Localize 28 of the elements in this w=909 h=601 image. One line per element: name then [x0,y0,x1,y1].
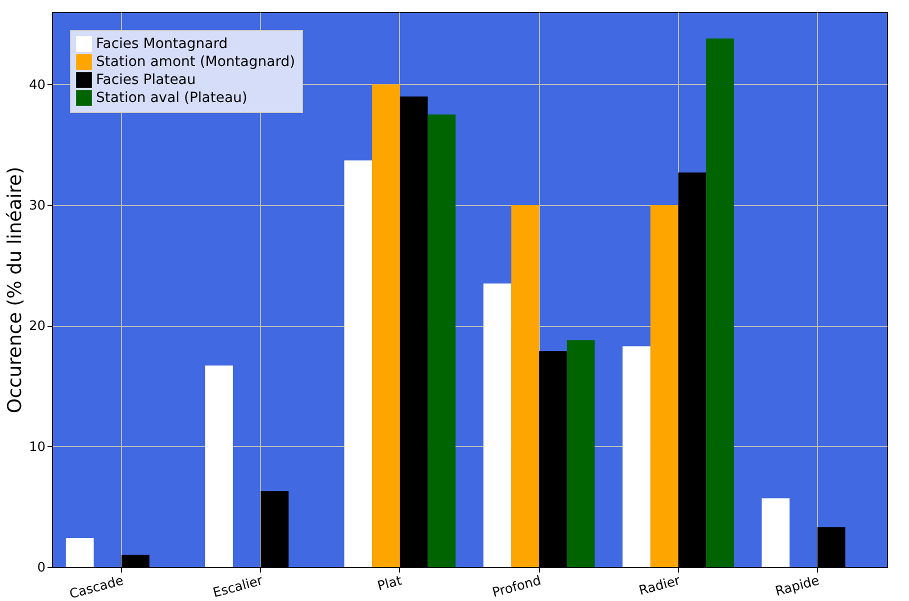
bar [762,498,790,567]
bar [566,340,595,567]
legend-label: Station amont (Montagnard) [96,54,296,70]
bar [483,283,512,567]
bar [66,538,94,567]
x-tick-label: Rapide [774,574,822,600]
legend-label: Facies Montagnard [96,36,228,52]
y-tick-label: 10 [28,440,46,455]
legend-label: Station aval (Plateau) [96,90,248,106]
bar [428,114,456,567]
y-tick-label: 20 [28,319,46,334]
y-tick-label: 0 [37,560,46,576]
y-axis-title: Occurence (% du linéaire) [4,166,26,414]
bar [622,346,650,567]
bar [372,84,400,567]
y-tick-label: 30 [28,198,46,214]
bar [344,160,372,567]
bar [706,38,734,567]
x-tick-label: Cascade [68,574,126,601]
x-tick-label: Profond [490,574,543,601]
bar [205,366,233,567]
x-tick-label: Escalier [212,573,265,601]
x-tick-label: Plat [376,574,404,594]
x-tick-label: Radier [638,573,683,599]
y-tick-label: 40 [28,78,46,93]
bar [650,205,678,567]
legend-label: Facies Plateau [96,72,196,88]
bar [511,205,540,567]
